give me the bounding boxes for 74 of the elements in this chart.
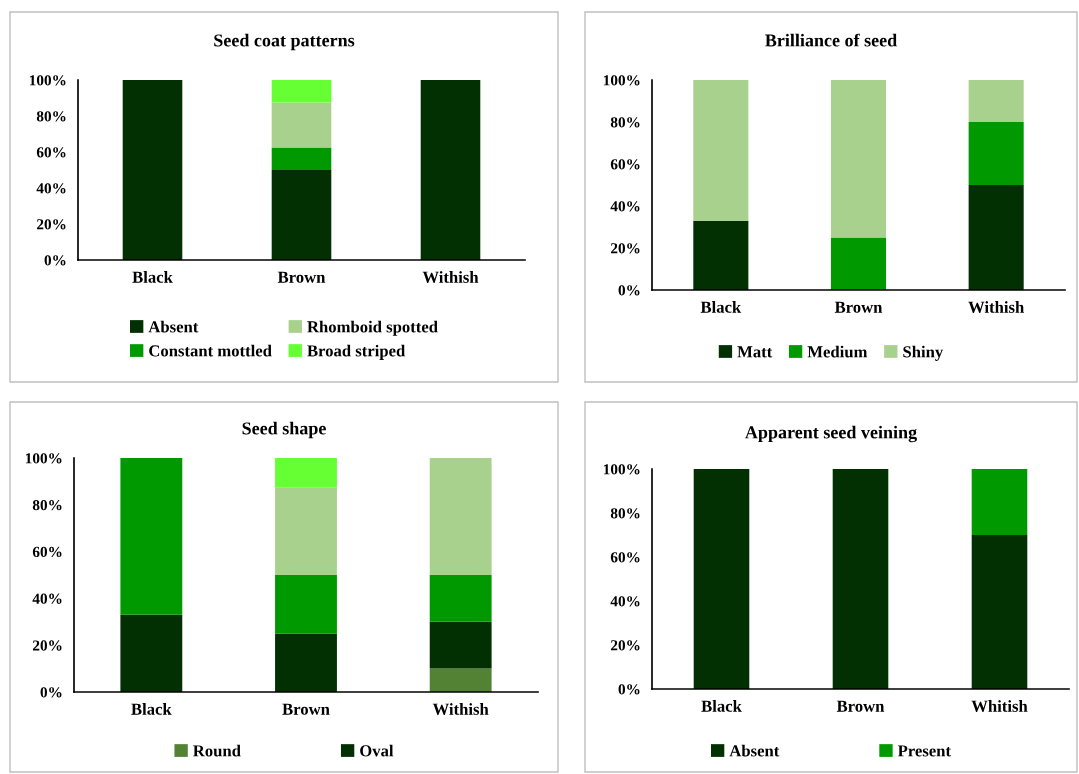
y-tick-label: 100% — [603, 75, 640, 86]
bar — [275, 575, 337, 634]
chart-title: Apparent seed veining — [745, 425, 917, 443]
x-tick-label: Black — [700, 301, 742, 313]
bar — [429, 621, 492, 669]
bar — [275, 458, 337, 488]
x-tick-label: Brown — [836, 700, 885, 712]
bar — [271, 80, 332, 103]
legend-label: Present — [897, 745, 951, 757]
y-tick-label: 0% — [44, 255, 66, 266]
bar — [271, 102, 332, 148]
bar — [968, 122, 1024, 185]
y-tick-label: 60% — [36, 147, 66, 158]
legend-label: Absent — [148, 320, 199, 333]
x-tick-label: Brown — [282, 703, 330, 715]
legend-label: Rhomboid spotted — [307, 320, 438, 336]
x-tick-label: Brown — [277, 271, 326, 283]
x-tick-label: Brown — [834, 301, 883, 313]
bar — [429, 668, 492, 692]
chart-title: Seed coat patterns — [214, 33, 355, 51]
y-tick-label: 0% — [618, 285, 640, 296]
y-tick-label: 40% — [610, 596, 640, 607]
y-tick-label: 80% — [610, 508, 640, 519]
bar — [420, 80, 481, 260]
bar — [275, 633, 337, 692]
y-tick-label: 60% — [32, 546, 62, 558]
legend-label: Constant mottled — [149, 344, 272, 357]
bar — [429, 575, 492, 622]
legend-label: Broad striped — [307, 344, 406, 360]
y-tick-label: 80% — [32, 499, 62, 511]
bar — [429, 458, 492, 575]
x-tick-label: Black — [131, 703, 172, 715]
y-tick-label: 0% — [618, 684, 640, 695]
legend-label: Round — [193, 744, 241, 757]
legend-label: Matt — [737, 346, 773, 358]
y-tick-label: 100% — [29, 75, 66, 86]
x-tick-label: Black — [132, 271, 173, 283]
legend-label: Oval — [360, 744, 394, 757]
y-tick-label: 60% — [610, 159, 640, 170]
bar — [830, 237, 887, 290]
bar — [120, 614, 183, 692]
y-tick-label: 100% — [25, 453, 62, 464]
y-tick-label: 80% — [610, 117, 640, 128]
bar — [275, 487, 337, 575]
y-tick-label: 40% — [610, 201, 640, 212]
bar — [122, 80, 183, 260]
y-tick-label: 20% — [610, 640, 640, 651]
y-tick-label: 40% — [32, 593, 62, 604]
bar — [271, 170, 332, 260]
y-tick-label: 80% — [36, 111, 66, 122]
legend-label: Absent — [729, 744, 780, 757]
bar — [693, 220, 749, 290]
x-tick-label: Withish — [422, 271, 479, 283]
y-tick-label: 60% — [610, 552, 640, 563]
x-tick-label: Withish — [968, 301, 1025, 313]
x-tick-label: Black — [701, 700, 742, 712]
legend-label: Shiny — [903, 345, 944, 361]
y-tick-label: 100% — [603, 464, 640, 475]
x-tick-label: Withish — [432, 703, 489, 715]
y-tick-label: 20% — [610, 243, 640, 254]
y-tick-label: 20% — [32, 640, 62, 651]
legend-label: Medium — [807, 345, 868, 358]
y-tick-label: 20% — [36, 219, 66, 230]
chart-title: Seed shape — [242, 421, 326, 439]
bar — [120, 458, 183, 615]
bar — [968, 185, 1024, 290]
y-tick-label: 0% — [40, 687, 62, 698]
chart-title: Brilliance of seed — [765, 33, 897, 47]
x-tick-label: Whitish — [971, 700, 1028, 712]
bar — [830, 80, 887, 238]
bar — [271, 147, 332, 170]
bar — [968, 80, 1024, 122]
y-tick-label: 40% — [36, 183, 66, 194]
bar — [693, 80, 749, 221]
